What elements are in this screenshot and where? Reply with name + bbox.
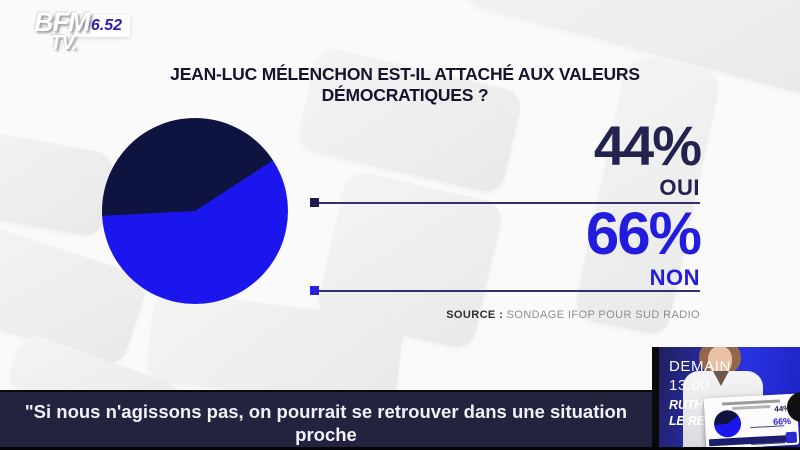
promo-day: DEMAIN — [669, 358, 731, 375]
mini-pie-chart — [713, 409, 742, 438]
promo-time: 13.00 — [669, 377, 710, 394]
quote-ticker-banner: "Si nous n'agissons pas, on pourrait se … — [0, 390, 652, 450]
mini-card-rule — [750, 425, 785, 429]
result-oui-rule — [310, 198, 700, 207]
bfmtv-logo-top: BFM — [34, 7, 90, 37]
result-non-value: 66% — [585, 200, 702, 267]
poll-pie-chart — [102, 118, 288, 304]
result-oui: 44% OUI — [593, 114, 702, 200]
result-oui-value: 44% — [593, 114, 702, 177]
bottom-edge-strip — [0, 447, 800, 450]
bfmtv-logo-bottom: TV. — [50, 32, 77, 55]
poll-source-text: SONDAGE IFOP POUR SUD RADIO — [506, 309, 700, 321]
mini-bfmtv-logo — [785, 431, 798, 444]
next-show-promo: DEMAIN 13.00 RUTH EL LE REND 44% 66% ‹ — [652, 347, 800, 450]
poll-source: SOURCE : SONDAGE IFOP POUR SUD RADIO — [446, 309, 700, 321]
mini-card-title-line — [731, 405, 770, 411]
bfm-watermark-shape — [0, 126, 117, 239]
result-non: 66% NON — [585, 200, 702, 290]
bfmtv-logo: BFM TV. — [34, 7, 90, 55]
clock-time: 06.52 — [82, 17, 123, 34]
result-non-label: NON — [649, 265, 700, 290]
result-oui-label: OUI — [659, 175, 700, 200]
poll-question-line2: DÉMOCRATIQUES ? — [321, 84, 489, 105]
quote-line1: "Si nous n'agissons pas, on pourrait se … — [24, 401, 628, 446]
poll-question-title: JEAN-LUC MÉLENCHON EST-IL ATTACHÉ AUX VA… — [130, 64, 680, 105]
presenter-photo-face — [708, 347, 732, 374]
result-oui-square — [310, 198, 319, 207]
poll-source-label: SOURCE : — [446, 309, 504, 321]
promo-mini-replay-card: 44% 66% — [703, 393, 800, 450]
clock-badge: 06.52 — [74, 15, 131, 37]
result-non-square — [310, 286, 319, 295]
result-non-rule — [310, 286, 700, 295]
mini-card-title-line — [721, 399, 780, 406]
poll-question-line1: JEAN-LUC MÉLENCHON EST-IL ATTACHÉ AUX VA… — [170, 64, 640, 84]
